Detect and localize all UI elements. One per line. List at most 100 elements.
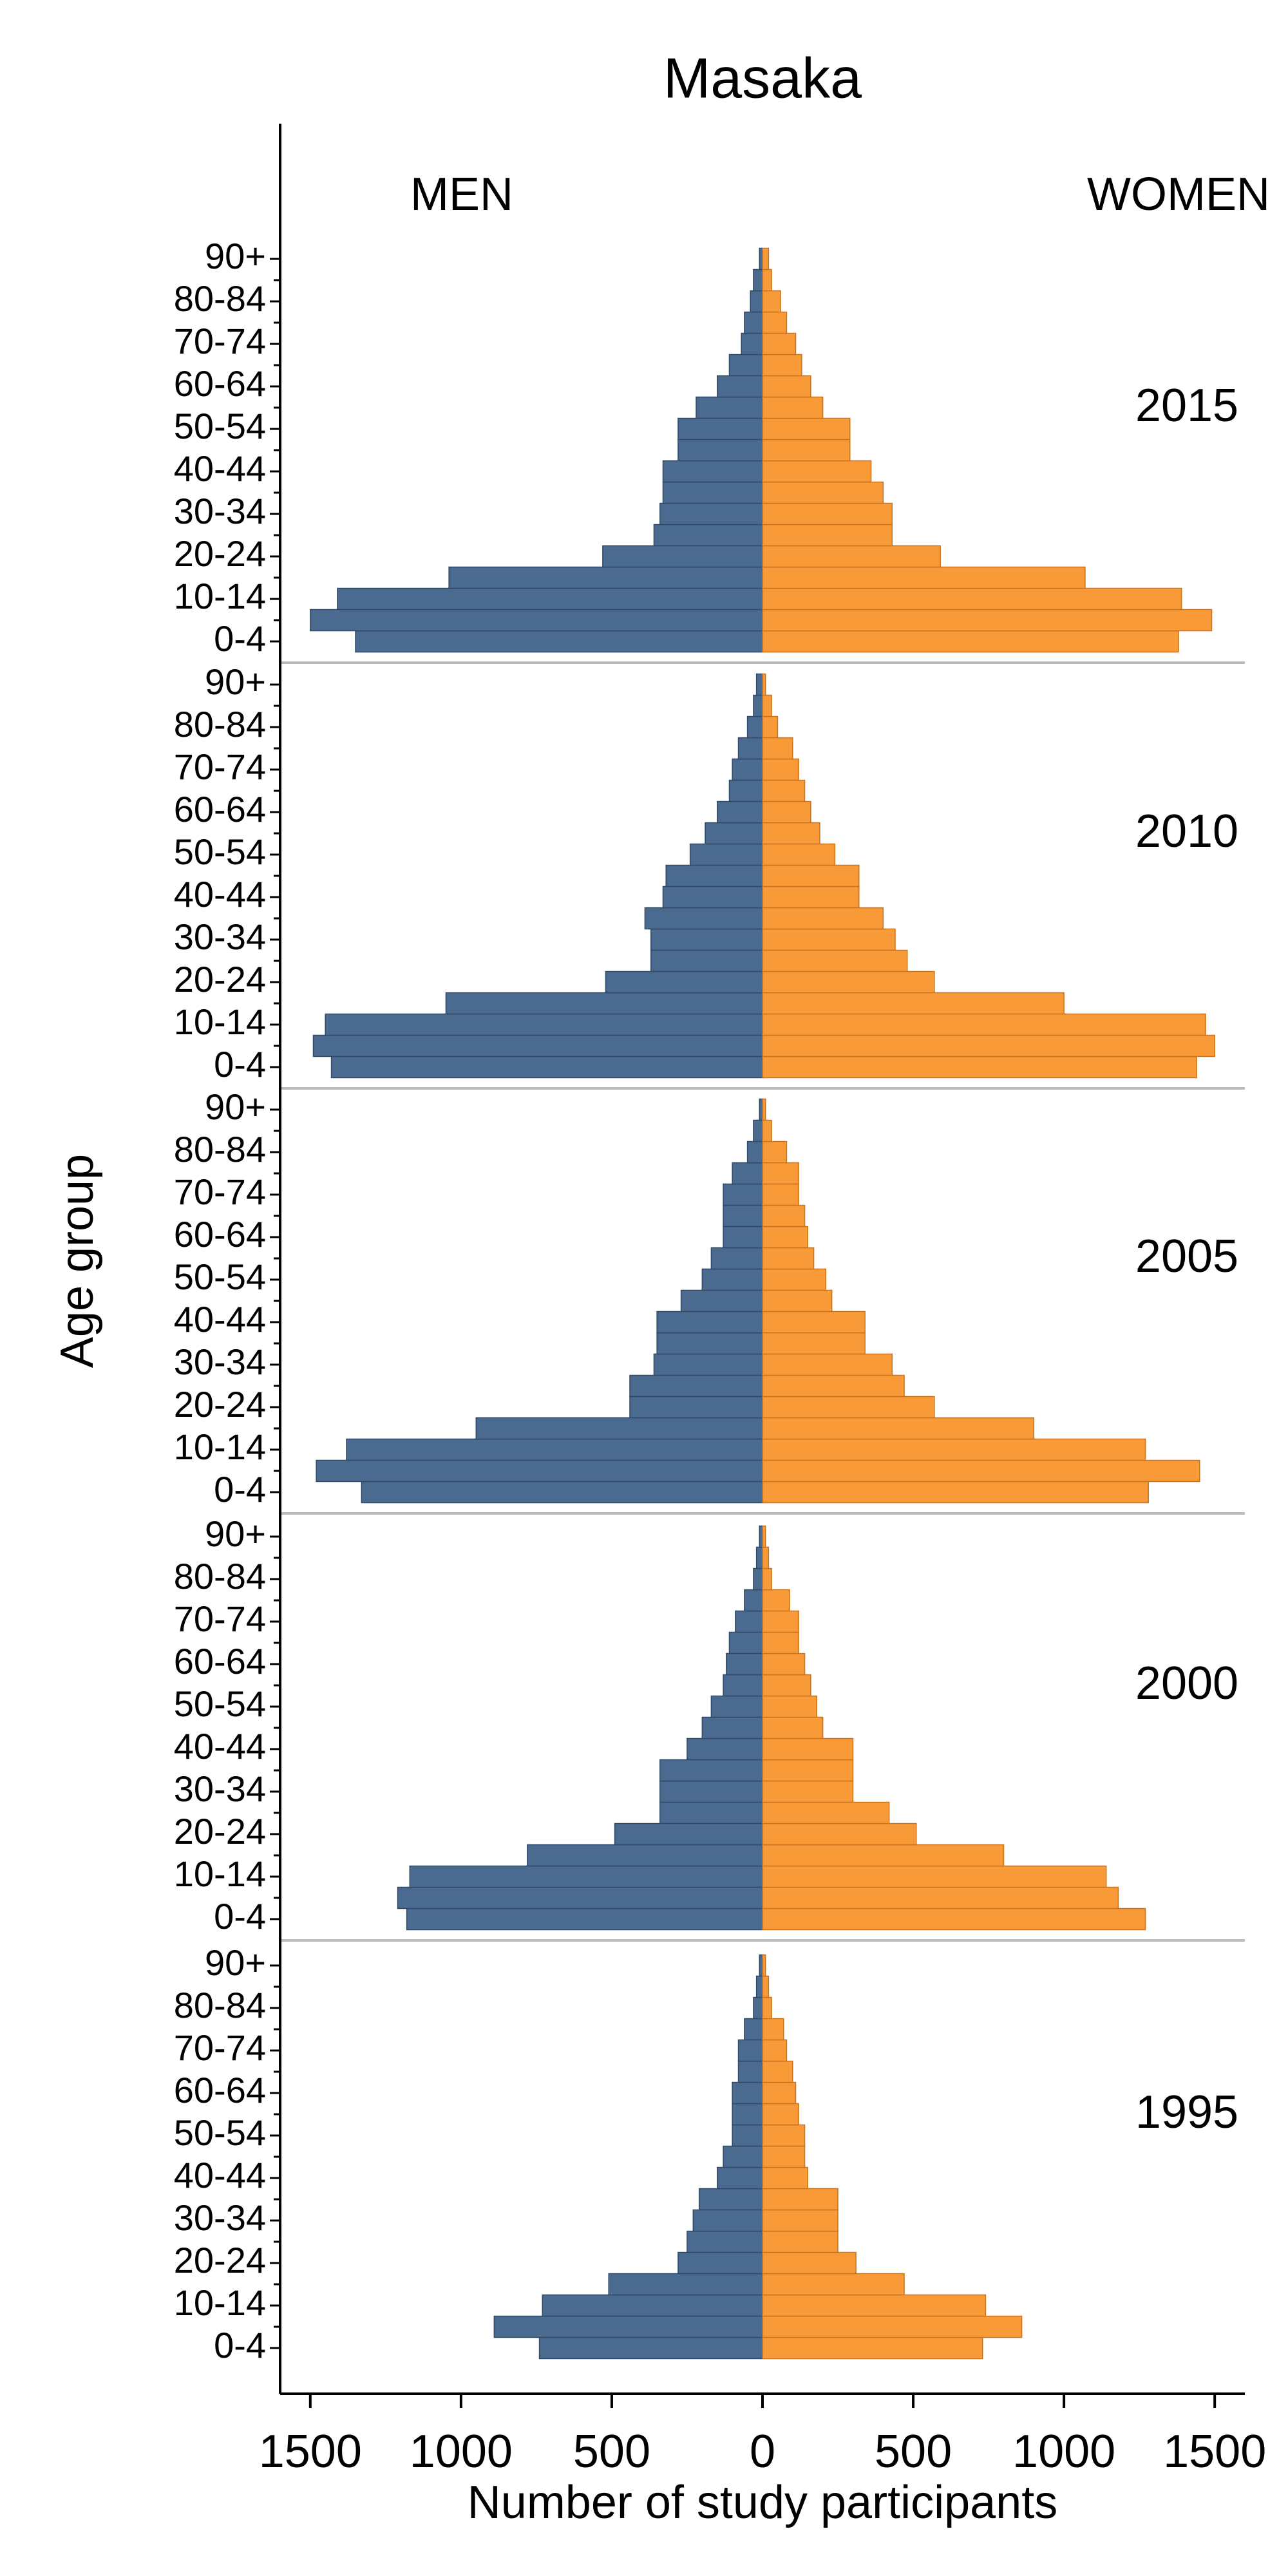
bar [741, 332, 763, 355]
bar [629, 1396, 763, 1419]
y-tick-label: 70-74 [174, 2027, 266, 2068]
y-tick-label: 30-34 [174, 2197, 266, 2238]
y-tick-label: 10-14 [174, 1426, 266, 1467]
x-tick-label: 1000 [1012, 2426, 1115, 2477]
y-tick-label: 80-84 [174, 1129, 266, 1170]
bar [762, 2060, 793, 2083]
bar [762, 758, 799, 781]
bar [762, 269, 772, 292]
bar [762, 524, 893, 547]
bar [542, 2294, 763, 2317]
y-tick-label: 0-4 [214, 1896, 266, 1937]
bar [762, 290, 781, 313]
y-tick-label: 60-64 [174, 1641, 266, 1681]
bar [762, 1141, 788, 1164]
bar [762, 949, 908, 972]
bar [762, 396, 824, 419]
bar [762, 1738, 854, 1761]
y-tick-label: 90+ [205, 1513, 266, 1554]
bar [602, 545, 763, 568]
bar [705, 822, 763, 845]
y-tick-label: 0-4 [214, 1044, 266, 1084]
bar [762, 1119, 772, 1142]
bar [325, 1013, 763, 1036]
bar [762, 1610, 799, 1633]
bar [750, 290, 763, 313]
bar [337, 587, 763, 611]
bar [650, 949, 763, 972]
bar [762, 1034, 1215, 1057]
bar [753, 694, 763, 717]
bar [762, 715, 779, 739]
bar [659, 1759, 763, 1782]
bar [762, 843, 836, 866]
bar [762, 1525, 766, 1548]
bar [755, 673, 763, 696]
bar [493, 2315, 763, 2338]
bar [762, 587, 1182, 611]
bar [753, 1119, 763, 1142]
bar [406, 1908, 763, 1931]
bar [753, 1996, 763, 2020]
bar [346, 1438, 763, 1461]
legend-label: MEN [410, 169, 513, 220]
bar [762, 2294, 987, 2317]
bar [538, 2336, 763, 2360]
bar [762, 992, 1065, 1015]
bar [762, 1631, 799, 1654]
bar [762, 2315, 1023, 2338]
bar [361, 1481, 763, 1504]
bar [737, 2039, 763, 2062]
bar [316, 1459, 763, 1482]
panel-label: 2000 [1135, 1658, 1238, 1709]
bar [762, 673, 766, 696]
x-tick-label: 500 [875, 2426, 952, 2477]
bar [762, 928, 896, 951]
bar [762, 2209, 838, 2232]
y-tick-label: 90+ [205, 661, 266, 702]
bar [755, 1546, 763, 1569]
bar [692, 2209, 763, 2232]
bar [746, 1141, 763, 1164]
bar [762, 1653, 806, 1676]
bar [762, 1226, 808, 1249]
bar [755, 1975, 763, 1998]
y-tick-label: 20-24 [174, 959, 266, 999]
bar [762, 1716, 824, 1739]
y-tick-label: 40-44 [174, 1299, 266, 1340]
bar [677, 2251, 763, 2275]
bar [762, 1801, 890, 1824]
bar [762, 375, 811, 398]
bar [710, 1695, 763, 1718]
y-tick-label: 30-34 [174, 491, 266, 531]
bar [762, 1459, 1200, 1482]
bar [701, 1716, 763, 1739]
bar [744, 2018, 763, 2041]
bar [732, 758, 763, 781]
panel-label: 2005 [1135, 1231, 1238, 1282]
bar [605, 971, 763, 994]
bar [659, 1780, 763, 1803]
bar [723, 1183, 763, 1206]
y-tick-label: 50-54 [174, 2112, 266, 2153]
bar [687, 2230, 763, 2253]
bar [445, 992, 763, 1015]
bar [746, 715, 763, 739]
bar [659, 502, 763, 526]
x-tick-label: 1000 [410, 2426, 513, 2477]
bar [762, 545, 941, 568]
bar [762, 1695, 818, 1718]
bar [762, 1098, 766, 1121]
y-tick-label: 0-4 [214, 1469, 266, 1510]
bar [762, 1589, 790, 1612]
bar [728, 354, 763, 377]
bar [762, 439, 851, 462]
bar [762, 2145, 806, 2168]
bar [744, 1589, 763, 1612]
bar [527, 1844, 763, 1867]
bar [644, 907, 763, 930]
y-tick-label: 30-34 [174, 916, 266, 957]
bar [762, 1353, 893, 1376]
bar [762, 907, 884, 930]
